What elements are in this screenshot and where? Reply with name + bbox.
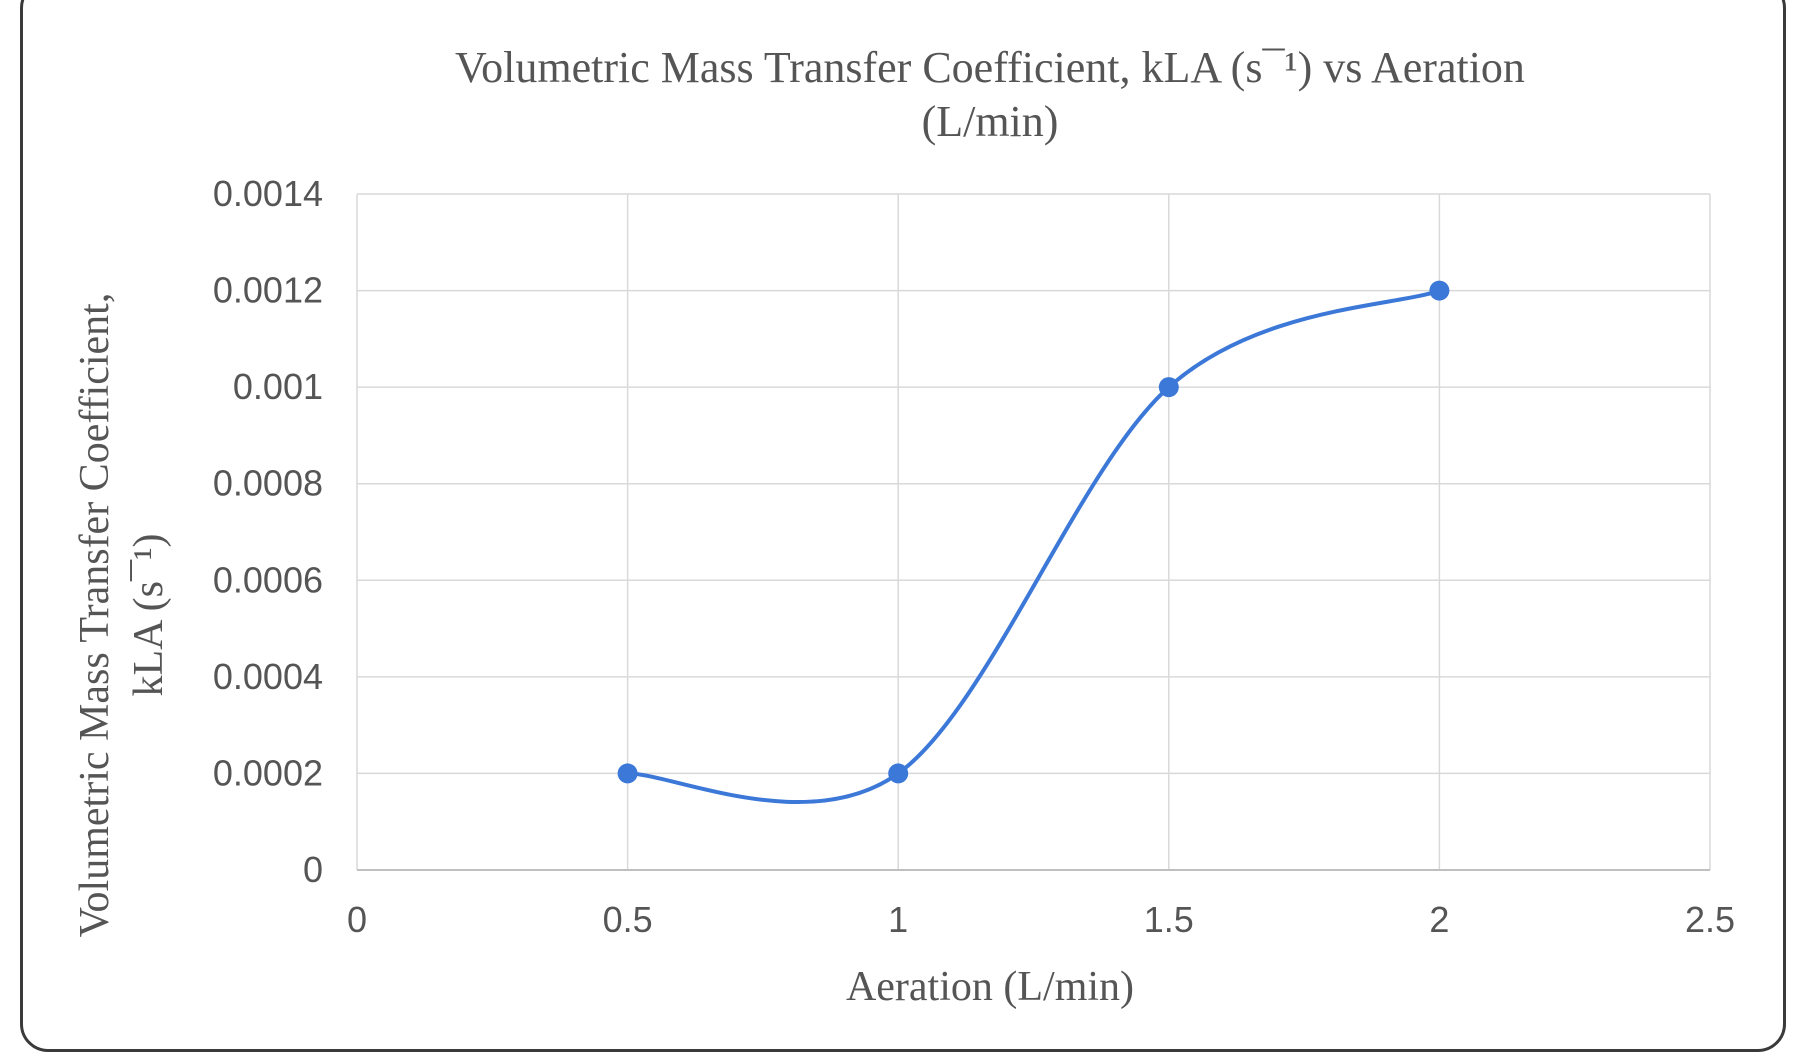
x-tick-label: 1 <box>888 899 908 940</box>
y-axis-title-line-1: Volumetric Mass Transfer Coefficient, <box>72 293 118 938</box>
y-tick-label: 0.0006 <box>213 559 323 600</box>
chart-title-line-1: Volumetric Mass Transfer Coefficient, kL… <box>455 43 1525 92</box>
x-axis-title: Aeration (L/min) <box>846 964 1134 1010</box>
series <box>617 280 1450 805</box>
data-point <box>1429 280 1450 301</box>
y-axis-title-line-2: kLA (s¯¹) <box>126 533 172 696</box>
x-tick-label: 2.5 <box>1685 899 1735 940</box>
y-tick-label: 0.0008 <box>213 463 323 504</box>
data-point <box>617 763 638 784</box>
y-tick-label: 0.0014 <box>213 173 323 214</box>
y-tick-label: 0.0002 <box>213 752 323 793</box>
y-tick-label: 0.0012 <box>213 270 323 311</box>
chart-title-line-2: (L/min) <box>922 97 1059 146</box>
grid <box>356 193 1711 870</box>
x-tick-label: 1.5 <box>1144 899 1194 940</box>
series-line <box>627 288 1441 805</box>
tick-labels: 0 0.0002 0.0004 0.0006 0.0008 0.001 0.0012 0.00… <box>213 173 1735 940</box>
data-point <box>1158 377 1179 398</box>
y-tick-label: 0 <box>303 849 323 890</box>
chart-frame <box>20 0 1786 1052</box>
x-tick-label: 2 <box>1429 899 1449 940</box>
data-point <box>888 763 909 784</box>
x-tick-label: 0 <box>347 899 367 940</box>
y-tick-label: 0.001 <box>233 366 323 407</box>
x-tick-label: 0.5 <box>603 899 653 940</box>
y-tick-label: 0.0004 <box>213 656 323 697</box>
